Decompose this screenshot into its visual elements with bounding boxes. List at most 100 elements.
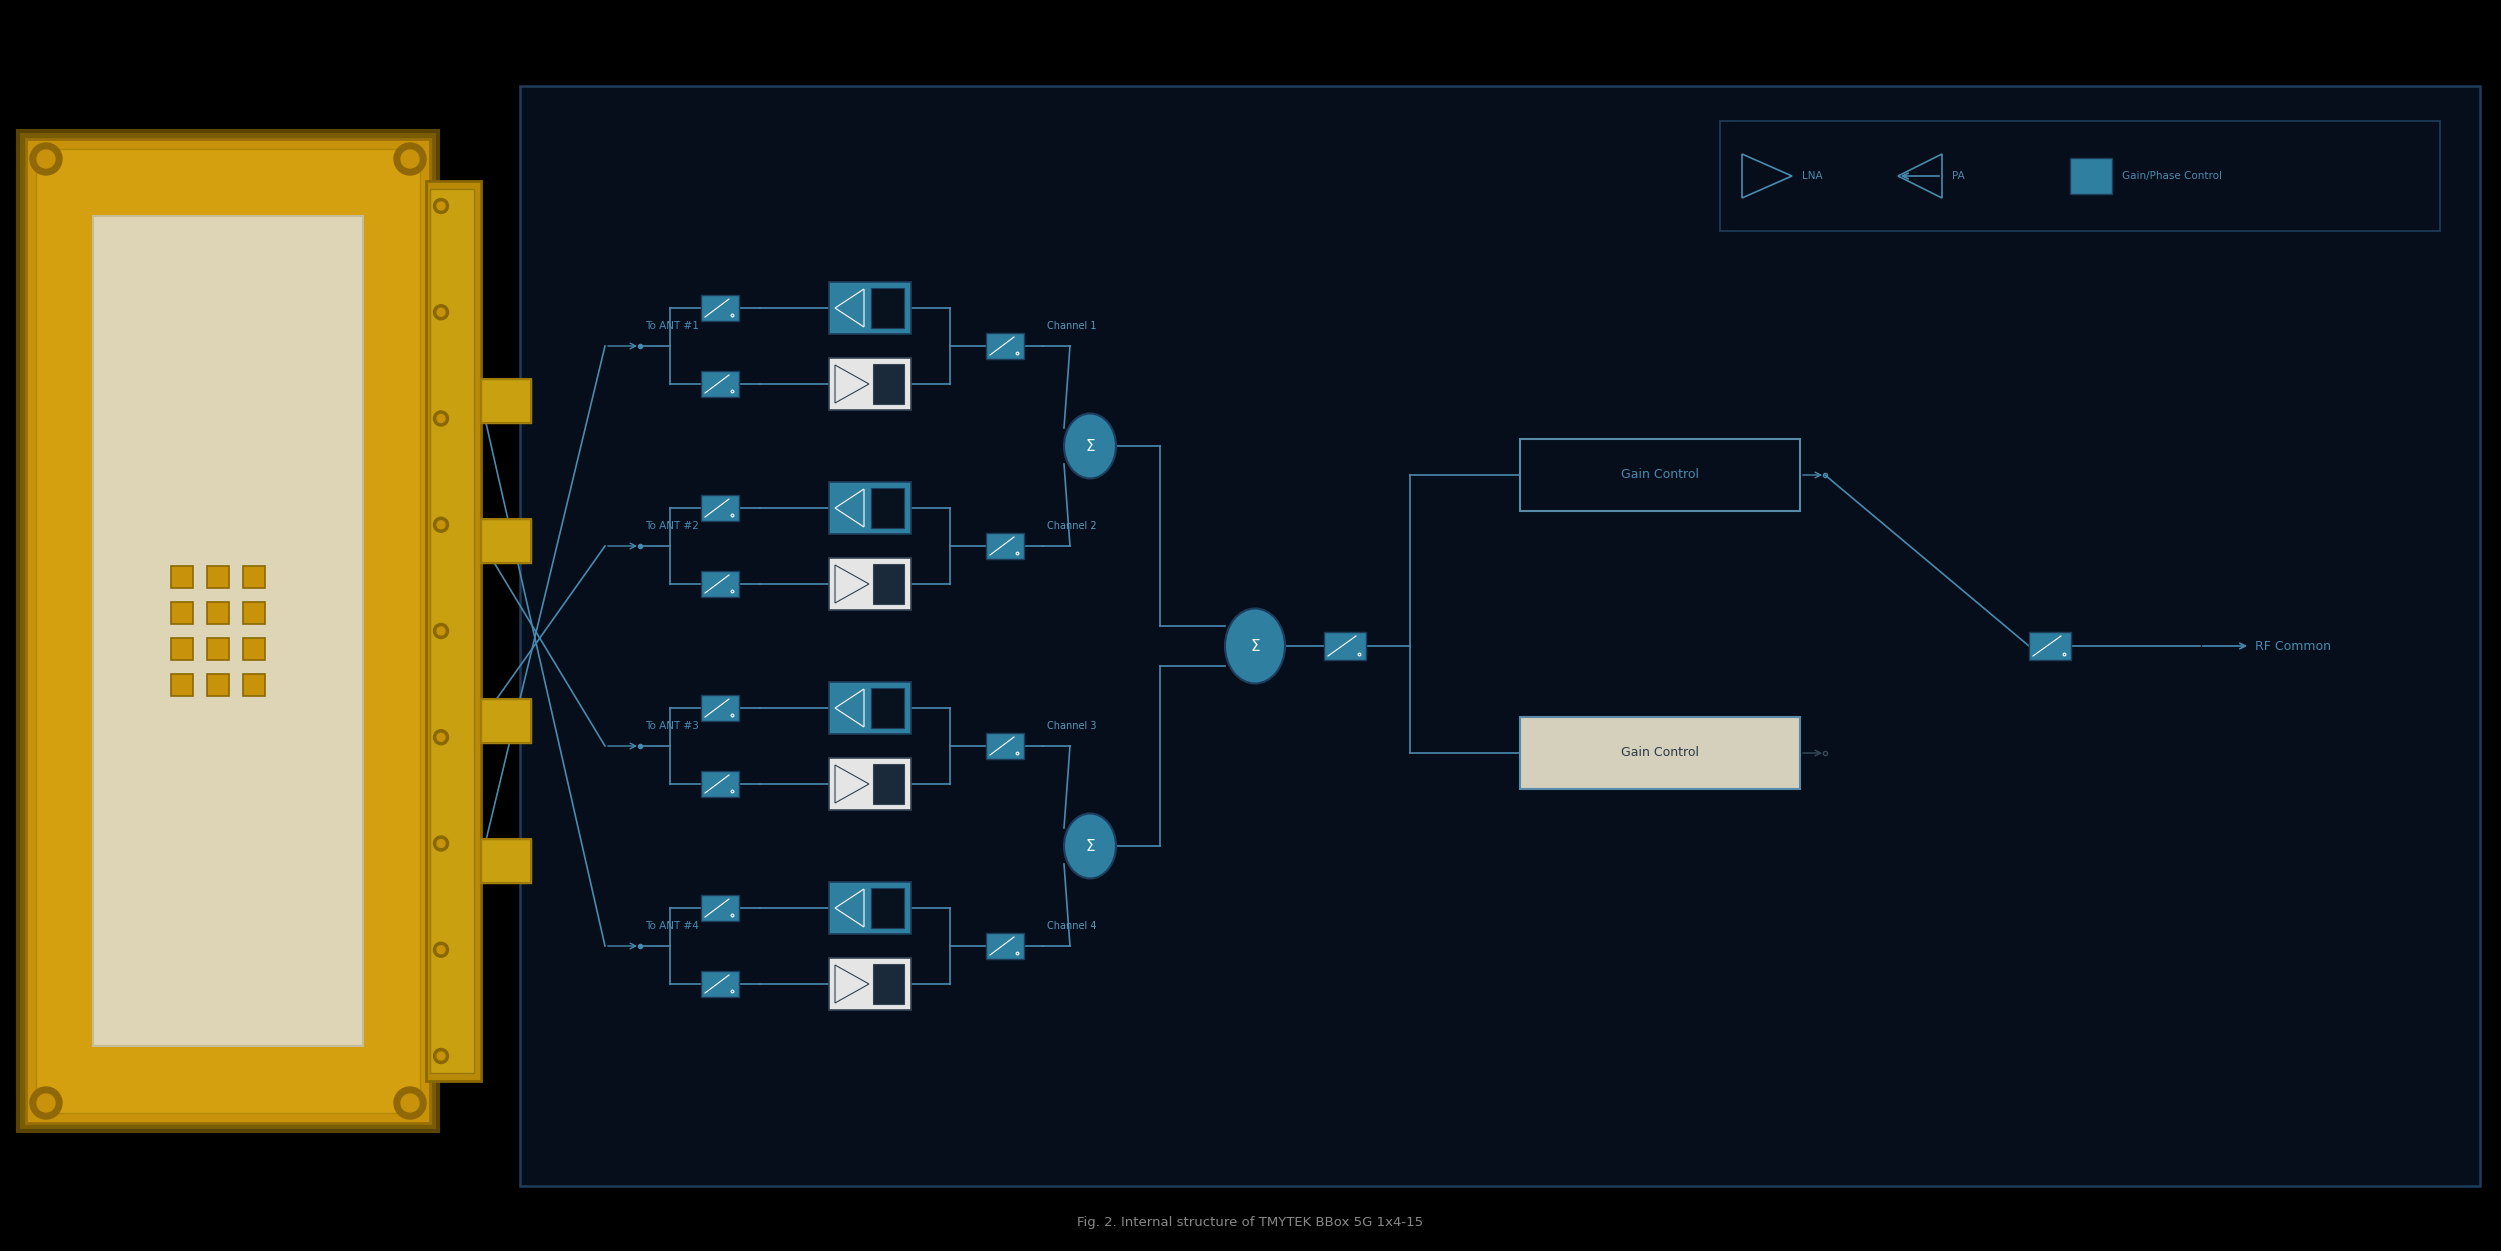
FancyBboxPatch shape — [700, 894, 738, 921]
Text: $\Sigma$: $\Sigma$ — [1085, 838, 1095, 854]
FancyBboxPatch shape — [828, 958, 910, 1010]
Circle shape — [438, 1052, 445, 1060]
FancyBboxPatch shape — [170, 674, 193, 696]
Circle shape — [395, 1087, 425, 1118]
FancyBboxPatch shape — [700, 295, 738, 322]
FancyBboxPatch shape — [985, 933, 1023, 960]
FancyBboxPatch shape — [93, 216, 363, 1046]
FancyBboxPatch shape — [700, 570, 738, 597]
FancyBboxPatch shape — [700, 696, 738, 721]
Polygon shape — [835, 365, 868, 403]
FancyBboxPatch shape — [243, 638, 265, 661]
Circle shape — [433, 942, 448, 957]
Circle shape — [30, 143, 63, 175]
Text: PA: PA — [1951, 171, 1966, 181]
Text: Channel 1: Channel 1 — [1048, 322, 1095, 332]
Ellipse shape — [1063, 414, 1115, 478]
Text: LNA: LNA — [1803, 171, 1823, 181]
Polygon shape — [835, 965, 868, 1003]
FancyBboxPatch shape — [1323, 632, 1366, 661]
Text: Gain Control: Gain Control — [1621, 747, 1698, 759]
FancyBboxPatch shape — [828, 358, 910, 410]
Text: Fig. 2. Internal structure of TMYTEK BBox 5G 1x4-15: Fig. 2. Internal structure of TMYTEK BBo… — [1078, 1216, 1423, 1228]
FancyBboxPatch shape — [985, 733, 1023, 759]
FancyBboxPatch shape — [18, 131, 438, 1131]
Polygon shape — [835, 565, 868, 603]
FancyBboxPatch shape — [170, 565, 193, 588]
FancyBboxPatch shape — [243, 674, 265, 696]
FancyBboxPatch shape — [2028, 632, 2071, 661]
Text: Gain/Phase Control: Gain/Phase Control — [2121, 171, 2221, 181]
Circle shape — [438, 627, 445, 636]
FancyBboxPatch shape — [1521, 717, 1801, 789]
Circle shape — [400, 1095, 420, 1112]
FancyBboxPatch shape — [985, 333, 1023, 359]
Text: Channel 4: Channel 4 — [1048, 921, 1095, 931]
FancyBboxPatch shape — [170, 602, 193, 624]
FancyBboxPatch shape — [828, 682, 910, 734]
FancyBboxPatch shape — [873, 364, 903, 404]
Circle shape — [395, 143, 425, 175]
FancyBboxPatch shape — [700, 971, 738, 997]
Text: Channel 2: Channel 2 — [1048, 520, 1095, 530]
Circle shape — [438, 946, 445, 953]
Polygon shape — [835, 689, 863, 727]
Circle shape — [433, 199, 448, 214]
FancyBboxPatch shape — [520, 86, 2481, 1186]
FancyBboxPatch shape — [480, 519, 530, 563]
Circle shape — [433, 412, 448, 427]
Circle shape — [433, 836, 448, 851]
FancyBboxPatch shape — [243, 565, 265, 588]
Text: To ANT #2: To ANT #2 — [645, 520, 698, 530]
Text: Gain Control: Gain Control — [1621, 469, 1698, 482]
Text: To ANT #3: To ANT #3 — [645, 721, 698, 731]
Polygon shape — [835, 289, 863, 327]
Circle shape — [438, 308, 445, 317]
Text: To ANT #4: To ANT #4 — [645, 921, 698, 931]
FancyBboxPatch shape — [208, 602, 230, 624]
FancyBboxPatch shape — [243, 602, 265, 624]
Text: Channel 3: Channel 3 — [1048, 721, 1095, 731]
Circle shape — [433, 305, 448, 320]
Text: To ANT #1: To ANT #1 — [645, 322, 698, 332]
Polygon shape — [835, 889, 863, 927]
FancyBboxPatch shape — [170, 638, 193, 661]
Circle shape — [38, 1095, 55, 1112]
Circle shape — [433, 729, 448, 744]
FancyBboxPatch shape — [35, 149, 420, 1113]
Circle shape — [433, 623, 448, 638]
FancyBboxPatch shape — [208, 565, 230, 588]
Ellipse shape — [1225, 608, 1286, 683]
Ellipse shape — [1063, 813, 1115, 878]
FancyBboxPatch shape — [1721, 121, 2441, 231]
Circle shape — [400, 150, 420, 168]
Circle shape — [438, 201, 445, 210]
FancyBboxPatch shape — [2071, 158, 2111, 194]
FancyBboxPatch shape — [828, 281, 910, 334]
FancyBboxPatch shape — [873, 564, 903, 604]
Circle shape — [438, 520, 445, 529]
FancyBboxPatch shape — [870, 488, 903, 528]
Circle shape — [38, 150, 55, 168]
Circle shape — [30, 1087, 63, 1118]
Circle shape — [438, 414, 445, 423]
Polygon shape — [835, 489, 863, 527]
FancyBboxPatch shape — [828, 882, 910, 934]
FancyBboxPatch shape — [828, 758, 910, 809]
FancyBboxPatch shape — [430, 189, 475, 1073]
FancyBboxPatch shape — [1521, 439, 1801, 510]
Text: $\Sigma$: $\Sigma$ — [1250, 638, 1261, 654]
FancyBboxPatch shape — [870, 888, 903, 928]
FancyBboxPatch shape — [870, 288, 903, 328]
FancyBboxPatch shape — [425, 181, 480, 1081]
Text: $\Sigma$: $\Sigma$ — [1085, 438, 1095, 454]
FancyBboxPatch shape — [870, 688, 903, 728]
FancyBboxPatch shape — [480, 839, 530, 883]
FancyBboxPatch shape — [700, 771, 738, 797]
Text: RF Common: RF Common — [2256, 639, 2331, 653]
FancyBboxPatch shape — [828, 558, 910, 610]
FancyBboxPatch shape — [208, 638, 230, 661]
FancyBboxPatch shape — [828, 482, 910, 534]
FancyBboxPatch shape — [873, 764, 903, 804]
FancyBboxPatch shape — [873, 965, 903, 1005]
